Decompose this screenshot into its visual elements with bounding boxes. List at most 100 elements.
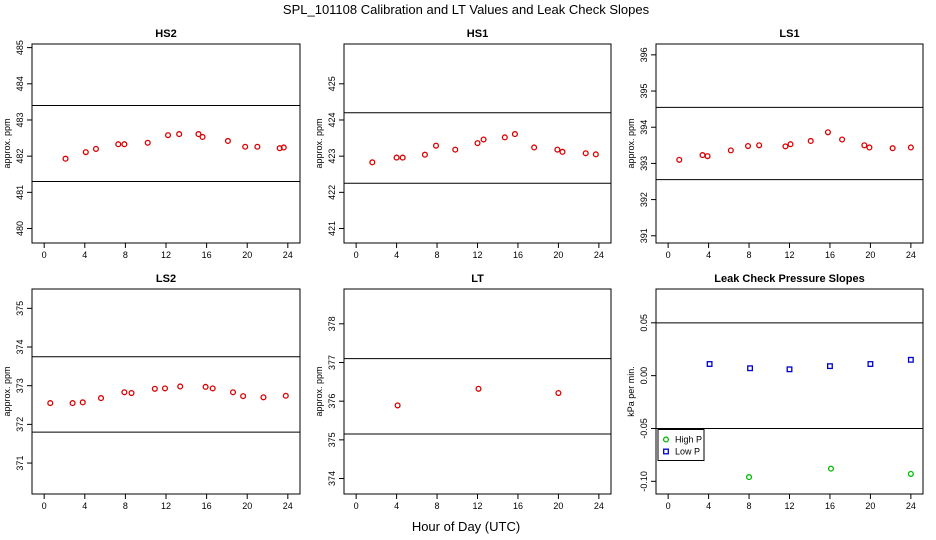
- data-point: [745, 474, 753, 481]
- data-point: [827, 465, 835, 472]
- x-tick-label: 20: [865, 250, 875, 260]
- x-tick-label: 0: [42, 501, 47, 511]
- data-point: [531, 144, 538, 151]
- panel-title: HS1: [467, 28, 488, 40]
- y-tick-label: 421: [327, 221, 337, 236]
- x-tick-label: 8: [123, 250, 128, 260]
- legend-box: [657, 428, 705, 461]
- x-axis-label: Hour of Day (UTC): [412, 519, 520, 534]
- figure-title: SPL_101108 Calibration and LT Values and…: [283, 2, 650, 17]
- y-tick-label: -0.05: [639, 418, 649, 439]
- x-tick-label: 12: [784, 250, 794, 260]
- chart-panel: HS2 0 4 8 12 16 20 24 480 481 482 483 484 485 approx. …: [2, 28, 301, 260]
- data-point: [161, 385, 169, 392]
- legend-label: Low P: [675, 446, 700, 456]
- x-tick-label: 8: [747, 501, 752, 511]
- legend-label: High P: [675, 434, 702, 444]
- x-tick-label: 4: [394, 501, 399, 511]
- data-point: [79, 399, 86, 406]
- data-point: [727, 147, 734, 154]
- y-tick-label: -0.10: [639, 471, 649, 492]
- x-tick-label: 24: [283, 250, 293, 260]
- x-tick-label: 16: [825, 501, 835, 511]
- data-point: [699, 152, 706, 159]
- x-tick-label: 20: [865, 501, 875, 511]
- data-point: [399, 154, 406, 161]
- x-tick-label: 16: [513, 501, 523, 511]
- y-tick-label: 480: [15, 221, 25, 236]
- data-point: [62, 155, 69, 162]
- x-tick-label: 12: [161, 501, 171, 511]
- chart-panel: LT 0 4 8 12 16 20 24 374 375 376 377 378 approx. ppm: [314, 273, 612, 511]
- x-tick-label: 8: [123, 501, 128, 511]
- y-tick-label: 393: [639, 156, 649, 171]
- y-tick-label: 375: [327, 432, 337, 447]
- x-tick-label: 4: [706, 250, 711, 260]
- y-tick-label: 372: [15, 417, 25, 432]
- x-tick-label: 0: [354, 250, 359, 260]
- chart-panel: Leak Check Pressure Slopes 0 4 8 12 16 20 24 -0.…: [626, 273, 924, 511]
- x-tick-label: 16: [202, 250, 212, 260]
- data-point: [554, 146, 561, 153]
- data-point: [582, 150, 589, 157]
- x-tick-label: 12: [161, 250, 171, 260]
- panel-title: LS2: [156, 273, 176, 285]
- data-point: [369, 159, 376, 166]
- data-point: [47, 400, 54, 407]
- plot-frame: [655, 288, 924, 495]
- plot-frame: [31, 288, 301, 495]
- data-point: [475, 385, 482, 392]
- y-tick-label: 425: [327, 76, 337, 91]
- x-tick-label: 12: [472, 501, 482, 511]
- y-tick-label: 481: [15, 185, 25, 200]
- x-tick-label: 16: [202, 501, 212, 511]
- data-point: [452, 146, 459, 153]
- y-tick-label: 395: [639, 84, 649, 99]
- data-point: [787, 141, 794, 148]
- data-point: [421, 151, 428, 158]
- y-tick-label: 396: [639, 47, 649, 62]
- data-point: [121, 389, 128, 396]
- data-point: [889, 145, 896, 152]
- y-tick-label: 424: [327, 112, 337, 127]
- data-point: [280, 144, 287, 151]
- data-point: [97, 395, 105, 402]
- data-point: [839, 136, 846, 143]
- x-tick-label: 12: [784, 501, 794, 511]
- panel-title: LT: [471, 273, 484, 285]
- data-point: [511, 131, 518, 138]
- panel-title: HS2: [155, 28, 176, 40]
- x-tick-label: 20: [553, 250, 563, 260]
- data-point: [177, 383, 184, 390]
- y-tick-label: 394: [639, 120, 649, 135]
- data-point: [786, 366, 793, 373]
- y-tick-label: 391: [639, 228, 649, 243]
- data-point: [555, 389, 562, 397]
- x-tick-label: 16: [513, 250, 523, 260]
- data-point: [209, 385, 216, 392]
- y-tick-label: 0.05: [639, 314, 649, 332]
- x-tick-label: 20: [553, 501, 563, 511]
- data-point: [242, 143, 249, 150]
- data-point: [501, 134, 508, 141]
- x-tick-label: 8: [747, 250, 752, 260]
- data-point: [202, 383, 209, 390]
- x-tick-label: 24: [283, 501, 293, 511]
- x-tick-label: 24: [594, 501, 604, 511]
- data-point: [394, 402, 401, 409]
- data-point: [151, 385, 158, 392]
- data-point: [69, 400, 76, 407]
- x-tick-label: 20: [242, 250, 252, 260]
- y-tick-label: 482: [15, 149, 25, 164]
- x-tick-label: 24: [594, 250, 604, 260]
- x-tick-label: 12: [472, 250, 482, 260]
- data-point: [195, 131, 202, 138]
- chart-panel: LS2 0 4 8 12 16 20 24 371 372 373 374 375 approx. ppm: [2, 273, 301, 511]
- data-point: [782, 143, 789, 150]
- data-point: [229, 389, 237, 396]
- data-point: [907, 144, 914, 151]
- data-point: [861, 142, 868, 149]
- data-point: [164, 132, 172, 139]
